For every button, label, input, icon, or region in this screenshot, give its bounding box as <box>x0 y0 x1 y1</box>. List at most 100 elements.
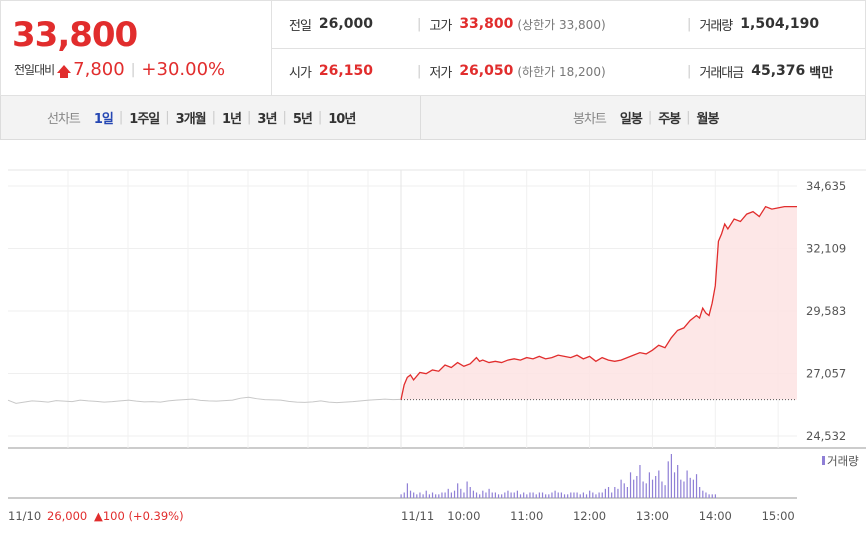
y-tick-label: 29,583 <box>806 304 846 318</box>
divider: | <box>118 110 124 125</box>
tab-weekly[interactable]: 주봉 <box>658 112 681 127</box>
volume-bar <box>469 487 471 498</box>
volume-bar <box>614 487 616 498</box>
divider: | <box>247 110 252 125</box>
volume-bar <box>573 492 575 498</box>
volume-bar <box>601 492 603 498</box>
x-tick-label: 11:00 <box>510 509 543 523</box>
volume-bar <box>677 465 679 498</box>
info-value: 26,000 <box>318 16 373 32</box>
volume-bar <box>673 472 676 498</box>
volume-bar <box>702 490 704 498</box>
tab-daily[interactable]: 일봉 <box>619 112 643 127</box>
info-value: 45,376 <box>751 63 806 79</box>
tab-3y[interactable]: 3년 <box>257 112 277 127</box>
volume-bar <box>623 483 625 498</box>
tab-5y[interactable]: 5년 <box>292 112 313 127</box>
volume-bar <box>642 481 644 498</box>
volume-bar <box>705 492 707 498</box>
volume-bar <box>695 474 698 498</box>
current-price: 33,800 <box>12 15 138 55</box>
volume-bar <box>406 483 408 498</box>
volume-bar <box>620 479 622 498</box>
divider: | <box>417 16 422 32</box>
volume-bar <box>661 481 663 498</box>
up-arrow-icon <box>57 64 72 78</box>
x-tick-label: 12:00 <box>573 509 606 523</box>
tab-10y[interactable]: 10년 <box>328 112 356 127</box>
prev-day-close-label: 26,000 <box>47 509 87 523</box>
volume-bar <box>431 492 434 498</box>
info-value: 33,800 <box>459 16 514 32</box>
volume-bar <box>466 481 468 498</box>
divider: | <box>687 16 692 32</box>
volume-legend-label: 거래량 <box>827 454 859 468</box>
volume-bar <box>686 470 688 498</box>
tab-1d[interactable]: 1일 <box>93 112 114 127</box>
today-price-line <box>400 205 797 400</box>
prev-day-change-label: ▲100 (+0.39%) <box>94 509 184 523</box>
volume-bar <box>472 490 474 498</box>
volume-bar <box>497 494 500 498</box>
volume-bar <box>447 488 449 498</box>
divider: | <box>165 110 170 125</box>
volume-bar <box>629 472 632 498</box>
volume-bar <box>548 494 550 498</box>
volume-bar <box>523 492 525 498</box>
volume-bar <box>683 481 685 498</box>
candle-chart-tabs: 봉차트 일봉 | 주봉 | 월봉 <box>573 96 720 139</box>
candle-chart-label: 봉차트 <box>573 112 607 127</box>
volume-bar <box>488 488 490 498</box>
info-key: 거래대금 <box>699 65 744 81</box>
y-tick-label: 24,532 <box>806 429 846 443</box>
volume-bar <box>545 494 547 498</box>
volume-bar <box>554 490 556 498</box>
x-tick-label: 10:00 <box>447 509 480 523</box>
volume-bar <box>403 492 405 498</box>
volume-bar <box>438 494 440 498</box>
change-label: 전일대비 <box>14 63 55 77</box>
tab-monthly[interactable]: 월봉 <box>696 112 720 127</box>
divider: | <box>417 63 422 79</box>
divider: | <box>211 110 217 125</box>
volume-bar <box>529 492 531 498</box>
prev-day-line <box>7 396 402 404</box>
volume-bar <box>419 492 421 498</box>
volume-bar <box>714 494 716 498</box>
x-tick-label: 14:00 <box>699 509 732 523</box>
volume-bar <box>699 487 701 498</box>
volume-bar <box>504 492 506 498</box>
volume-bar <box>680 479 682 498</box>
volume-bar <box>692 479 694 498</box>
volume-bar <box>560 492 562 498</box>
divider: | <box>687 63 692 79</box>
tab-1y[interactable]: 1년 <box>222 112 242 127</box>
volume-bar <box>444 492 446 498</box>
volume-bar <box>595 494 597 498</box>
volume-bar <box>604 488 606 498</box>
quote-header: 33,800 전일대비 7,800 | +30.00% 전일 26,000 | … <box>0 0 866 96</box>
volume-bar <box>633 479 635 498</box>
info-high: | 고가 33,800 (상한가 33,800) <box>417 1 606 47</box>
volume-bar <box>428 494 430 498</box>
volume-bar <box>501 494 503 498</box>
info-key: 전일 <box>289 18 312 34</box>
volume-bar <box>526 494 528 498</box>
y-tick-label: 32,109 <box>806 242 846 256</box>
volume-bar <box>611 492 613 498</box>
x-tick-label: 13:00 <box>636 509 669 523</box>
volume-bar <box>689 477 691 498</box>
volume-bar <box>589 490 591 498</box>
info-value: 26,050 <box>459 63 514 79</box>
tab-1w[interactable]: 1주일 <box>129 112 160 127</box>
y-tick-label: 34,635 <box>806 179 846 193</box>
price-box: 33,800 전일대비 7,800 | +30.00% <box>1 1 272 95</box>
tab-3m[interactable]: 3개월 <box>175 112 207 127</box>
info-prev-close: 전일 26,000 <box>289 1 373 47</box>
volume-bar <box>519 494 522 498</box>
volume-bar <box>450 492 452 498</box>
volume-bar <box>655 476 657 498</box>
volume-bar <box>585 494 588 498</box>
divider: | <box>686 110 691 125</box>
volume-bar <box>491 492 493 498</box>
